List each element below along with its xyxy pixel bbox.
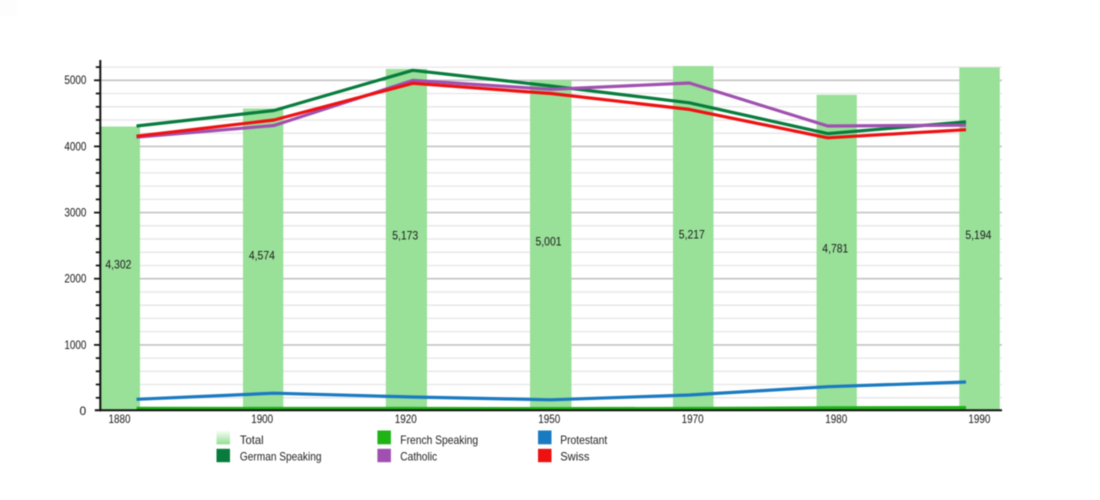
- svg-text:1880: 1880: [109, 412, 131, 426]
- svg-text:5,217: 5,217: [679, 227, 705, 241]
- svg-text:Protestant: Protestant: [560, 433, 608, 447]
- svg-text:1900: 1900: [251, 412, 273, 426]
- svg-text:5,173: 5,173: [392, 229, 418, 243]
- svg-text:1950: 1950: [538, 412, 560, 426]
- svg-text:Total: Total: [240, 433, 264, 447]
- svg-text:Swiss: Swiss: [560, 450, 589, 464]
- svg-text:5000: 5000: [64, 73, 86, 87]
- svg-text:1000: 1000: [64, 338, 86, 352]
- svg-text:2000: 2000: [64, 272, 86, 286]
- svg-text:French Speaking: French Speaking: [400, 433, 478, 447]
- svg-text:Catholic: Catholic: [400, 450, 437, 464]
- svg-text:4,781: 4,781: [822, 242, 848, 256]
- svg-text:5,194: 5,194: [965, 228, 991, 242]
- svg-text:0: 0: [80, 404, 87, 418]
- svg-text:1920: 1920: [395, 412, 417, 426]
- svg-text:1970: 1970: [682, 412, 704, 426]
- svg-text:1990: 1990: [968, 412, 990, 426]
- svg-text:4,574: 4,574: [249, 249, 275, 263]
- svg-text:4000: 4000: [64, 139, 86, 153]
- svg-text:3000: 3000: [64, 206, 86, 220]
- svg-text:4,302: 4,302: [105, 258, 131, 272]
- svg-text:5,001: 5,001: [536, 234, 562, 248]
- svg-text:1980: 1980: [825, 412, 847, 426]
- svg-text:German Speaking: German Speaking: [240, 450, 322, 464]
